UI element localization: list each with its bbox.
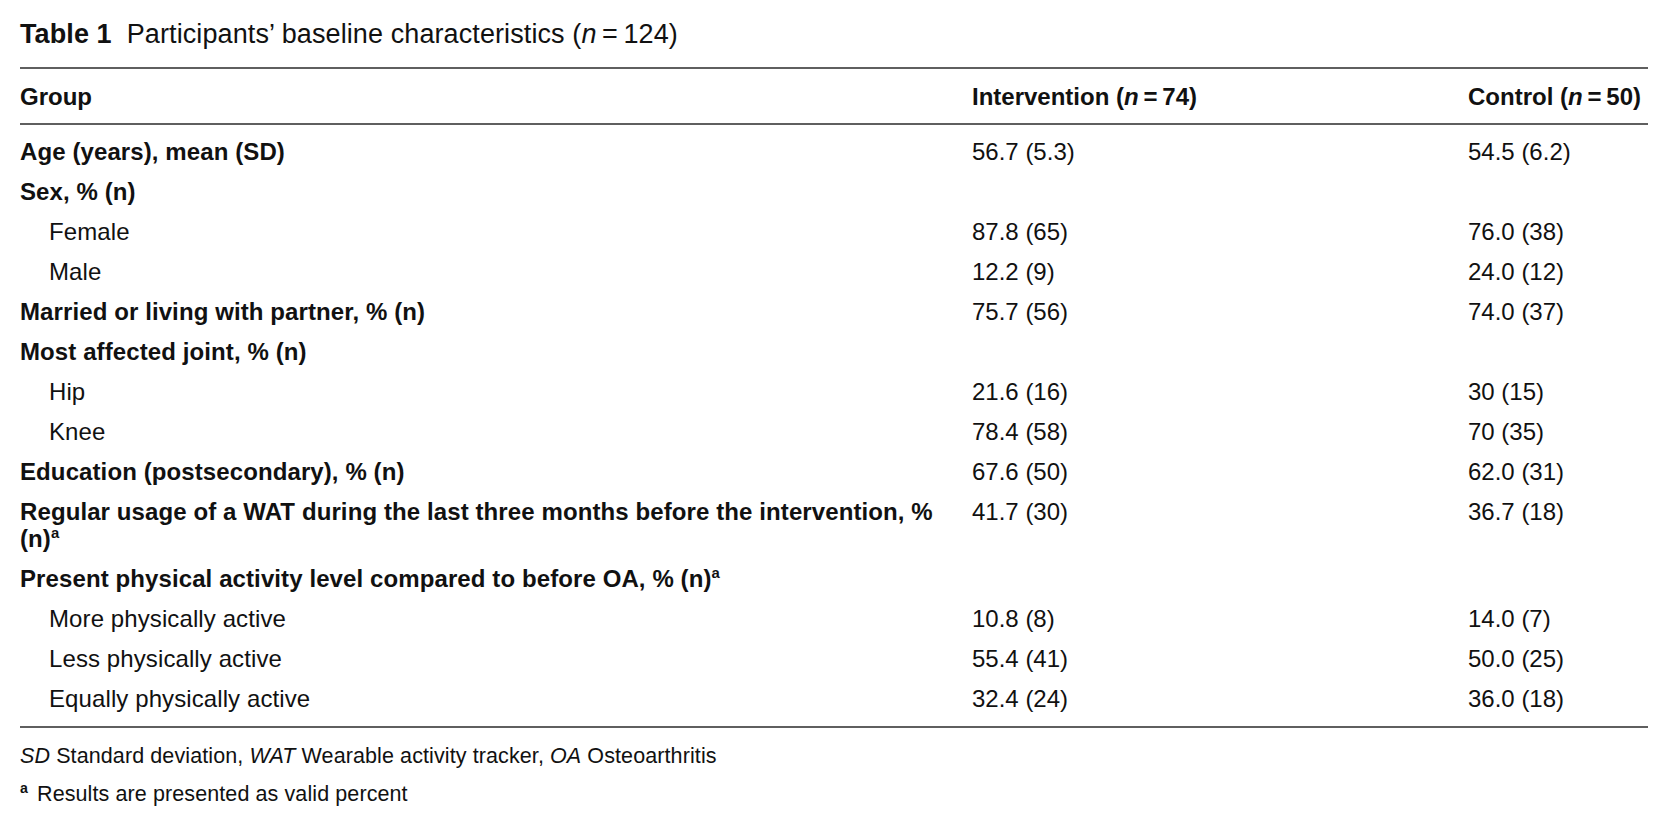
- table-row: Knee 78.4 (58) 70 (35): [20, 411, 1648, 451]
- row-label-cell: Regular usage of a WAT during the last t…: [20, 498, 972, 552]
- abbr-sd-text: Standard deviation,: [50, 744, 249, 768]
- table-row: Equally physically active 32.4 (24) 36.0…: [20, 678, 1648, 718]
- table-row: Sex, % (n): [20, 171, 1648, 211]
- column-header-group: Group: [20, 83, 972, 110]
- abbr-oa-text: Osteoarthritis: [581, 744, 716, 768]
- row-label-cell: Present physical activity level compared…: [20, 565, 972, 592]
- control-value: 14.0 (7): [1468, 605, 1648, 632]
- table-row: Male 12.2 (9) 24.0 (12): [20, 251, 1648, 291]
- row-label: Equally physically active: [49, 685, 310, 712]
- row-label: Knee: [49, 418, 105, 445]
- row-label: Married or living with partner, % (n): [20, 298, 425, 325]
- column-header-intervention: Intervention (n = 74): [972, 83, 1468, 110]
- table-row: Female 87.8 (65) 76.0 (38): [20, 211, 1648, 251]
- table-row: Less physically active 55.4 (41) 50.0 (2…: [20, 638, 1648, 678]
- table-row: Age (years), mean (SD) 56.7 (5.3) 54.5 (…: [20, 131, 1648, 171]
- abbr-sd: SD: [20, 744, 50, 768]
- table-row: Regular usage of a WAT during the last t…: [20, 491, 1648, 558]
- footnote-a: a Results are presented as valid percent: [20, 782, 1648, 807]
- control-value: 70 (35): [1468, 418, 1648, 445]
- row-label: Male: [49, 258, 101, 285]
- row-label: Less physically active: [49, 645, 282, 672]
- superscript-a: a: [51, 525, 59, 541]
- control-value: 36.0 (18): [1468, 685, 1648, 712]
- row-label: Age (years), mean (SD): [20, 138, 285, 165]
- table-row: Married or living with partner, % (n) 75…: [20, 291, 1648, 331]
- paper-table-figure: Table 1 Participants’ baseline characteri…: [0, 0, 1662, 818]
- row-label-cell: Education (postsecondary), % (n): [20, 458, 972, 485]
- control-value: 36.7 (18): [1468, 498, 1648, 525]
- intervention-value: 75.7 (56): [972, 298, 1468, 325]
- table-title: Table 1 Participants’ baseline characteri…: [20, 18, 1648, 50]
- row-label-cell: Sex, % (n): [20, 178, 972, 205]
- row-label-cell: Knee: [20, 418, 972, 445]
- intervention-value: 21.6 (16): [972, 378, 1468, 405]
- row-label: Education (postsecondary), % (n): [20, 458, 405, 485]
- intervention-value: 10.8 (8): [972, 605, 1468, 632]
- row-label-cell: Less physically active: [20, 645, 972, 672]
- row-label: Most affected joint, % (n): [20, 338, 307, 365]
- control-n-symbol: n: [1568, 83, 1583, 110]
- table-body: Age (years), mean (SD) 56.7 (5.3) 54.5 (…: [20, 125, 1648, 726]
- table-number-label: Table 1: [20, 19, 112, 49]
- intervention-header-text: Intervention (: [972, 83, 1124, 110]
- table-row: Present physical activity level compared…: [20, 558, 1648, 598]
- row-label-cell: Male: [20, 258, 972, 285]
- control-n-value: = 50): [1583, 83, 1641, 110]
- row-label: Regular usage of a WAT during the last t…: [20, 498, 933, 552]
- table-rule-bottom: [20, 726, 1648, 728]
- table-footnotes: SD Standard deviation, WAT Wearable acti…: [20, 744, 1648, 807]
- abbreviations-note: SD Standard deviation, WAT Wearable acti…: [20, 744, 1648, 769]
- intervention-n-symbol: n: [1124, 83, 1139, 110]
- intervention-value: 12.2 (9): [972, 258, 1468, 285]
- control-value: 30 (15): [1468, 378, 1648, 405]
- abbr-wat: WAT: [249, 744, 295, 768]
- superscript-a: a: [712, 565, 720, 581]
- row-label-cell: Hip: [20, 378, 972, 405]
- row-label-cell: Equally physically active: [20, 685, 972, 712]
- row-label-cell: Most affected joint, % (n): [20, 338, 972, 365]
- intervention-value: 55.4 (41): [972, 645, 1468, 672]
- control-value: 76.0 (38): [1468, 218, 1648, 245]
- abbr-oa: OA: [550, 744, 581, 768]
- intervention-value: 56.7 (5.3): [972, 138, 1468, 165]
- intervention-value: 32.4 (24): [972, 685, 1468, 712]
- control-value: 62.0 (31): [1468, 458, 1648, 485]
- row-label: More physically active: [49, 605, 286, 632]
- table-row: Most affected joint, % (n): [20, 331, 1648, 371]
- table-caption-text: Participants’ baseline characteristics (: [127, 19, 582, 49]
- control-value: 74.0 (37): [1468, 298, 1648, 325]
- row-label-cell: Married or living with partner, % (n): [20, 298, 972, 325]
- control-value: 54.5 (6.2): [1468, 138, 1648, 165]
- table-row: More physically active 10.8 (8) 14.0 (7): [20, 598, 1648, 638]
- baseline-characteristics-table: Group Intervention (n = 74) Control (n =…: [20, 67, 1648, 807]
- table-row: Hip 21.6 (16) 30 (15): [20, 371, 1648, 411]
- caption-n-symbol: n: [581, 19, 596, 49]
- abbr-wat-text: Wearable activity tracker,: [296, 744, 551, 768]
- intervention-value: 87.8 (65): [972, 218, 1468, 245]
- row-label-cell: Age (years), mean (SD): [20, 138, 972, 165]
- row-label: Hip: [49, 378, 85, 405]
- intervention-value: 67.6 (50): [972, 458, 1468, 485]
- row-label: Female: [49, 218, 130, 245]
- row-label: Present physical activity level compared…: [20, 565, 712, 592]
- footnote-a-marker: a: [20, 780, 28, 796]
- caption-n-value: = 124): [597, 19, 678, 49]
- column-header-control: Control (n = 50): [1468, 83, 1648, 110]
- table-header-row: Group Intervention (n = 74) Control (n =…: [20, 69, 1648, 123]
- footnote-a-text: Results are presented as valid percent: [37, 782, 408, 806]
- control-value: 24.0 (12): [1468, 258, 1648, 285]
- control-value: 50.0 (25): [1468, 645, 1648, 672]
- intervention-value: 41.7 (30): [972, 498, 1468, 525]
- table-row: Education (postsecondary), % (n) 67.6 (5…: [20, 451, 1648, 491]
- intervention-value: 78.4 (58): [972, 418, 1468, 445]
- row-label-cell: Female: [20, 218, 972, 245]
- control-header-text: Control (: [1468, 83, 1568, 110]
- row-label-cell: More physically active: [20, 605, 972, 632]
- intervention-n-value: = 74): [1139, 83, 1197, 110]
- row-label: Sex, % (n): [20, 178, 136, 205]
